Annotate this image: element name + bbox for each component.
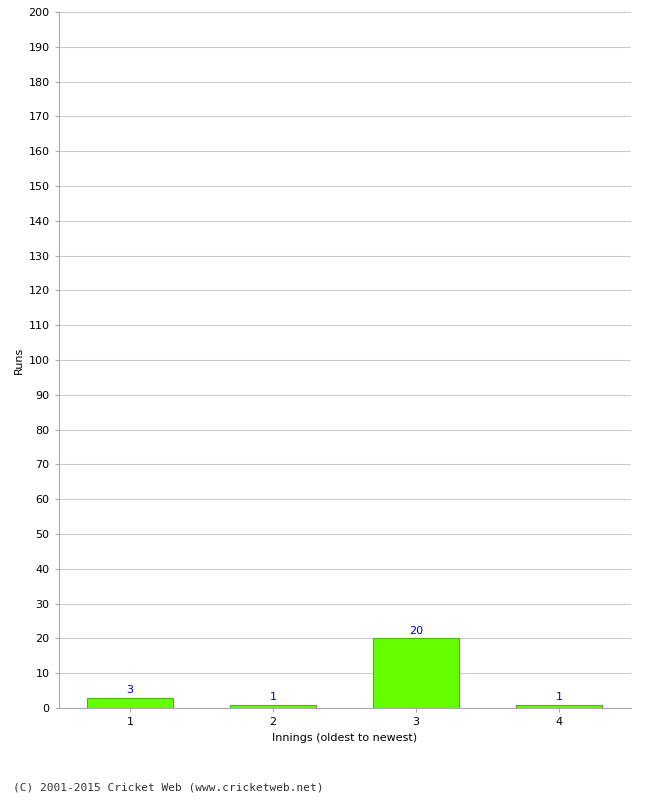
Text: 20: 20 xyxy=(409,626,423,636)
Text: 1: 1 xyxy=(556,692,562,702)
Bar xyxy=(373,638,459,708)
Y-axis label: Runs: Runs xyxy=(14,346,24,374)
Text: (C) 2001-2015 Cricket Web (www.cricketweb.net): (C) 2001-2015 Cricket Web (www.cricketwe… xyxy=(13,782,324,792)
Text: 1: 1 xyxy=(270,692,276,702)
X-axis label: Innings (oldest to newest): Innings (oldest to newest) xyxy=(272,733,417,742)
Bar xyxy=(87,698,173,708)
Bar xyxy=(516,705,602,708)
Text: 3: 3 xyxy=(127,685,133,694)
Bar xyxy=(230,705,316,708)
